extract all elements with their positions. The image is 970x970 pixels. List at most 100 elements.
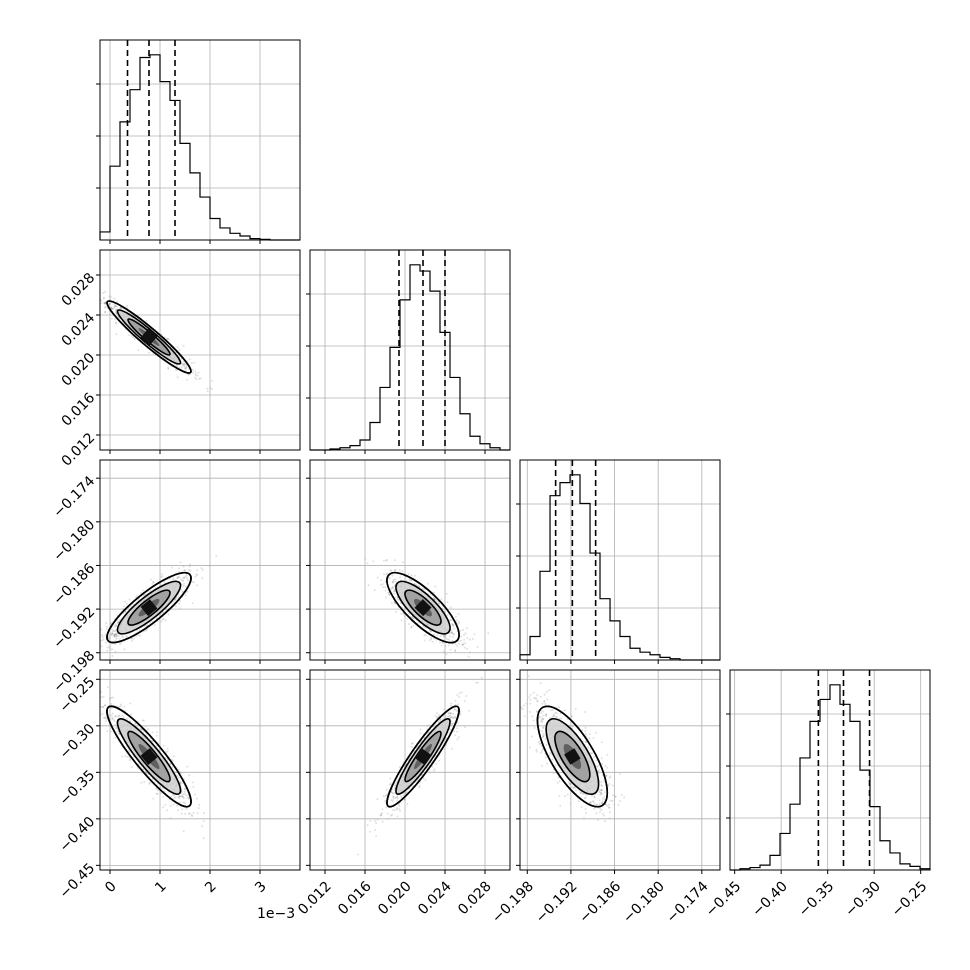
sample-point: [113, 625, 116, 628]
sample-point: [143, 593, 146, 596]
sample-point: [433, 633, 436, 636]
sample-point: [142, 594, 145, 597]
sample-point: [450, 631, 453, 634]
sample-point: [182, 345, 185, 347]
sample-point: [182, 577, 185, 579]
sample-point: [535, 697, 538, 700]
sample-point: [462, 628, 465, 631]
sample-point: [172, 577, 175, 579]
sample-point: [411, 784, 414, 787]
sample-point: [145, 624, 148, 627]
sample-point: [599, 807, 602, 810]
sample-point: [603, 791, 606, 794]
sample-point: [115, 633, 118, 636]
sample-point: [119, 307, 122, 310]
sample-point: [187, 813, 190, 815]
sample-point: [608, 776, 611, 779]
sample-point: [427, 731, 430, 734]
sample-point: [178, 795, 181, 798]
sample-point: [454, 649, 456, 652]
sample-point: [385, 806, 388, 809]
sample-point: [433, 637, 436, 640]
sample-point: [457, 703, 459, 706]
sample-point: [456, 709, 459, 711]
sample-point: [116, 305, 119, 308]
sample-point: [177, 795, 180, 798]
sample-point: [376, 798, 379, 801]
sample-point: [143, 781, 146, 783]
sample-point: [427, 582, 430, 585]
sample-point: [101, 634, 104, 637]
sample-point: [176, 376, 179, 379]
sample-point: [584, 741, 587, 744]
sample-point: [179, 599, 182, 602]
sample-point: [410, 742, 413, 745]
sample-point: [112, 307, 115, 309]
sample-point: [446, 614, 449, 617]
sample-point: [130, 335, 133, 337]
sample-point: [141, 719, 144, 722]
sample-point: [101, 713, 104, 715]
sample-point: [112, 629, 115, 632]
sample-point: [118, 714, 120, 717]
sample-point: [600, 781, 603, 784]
sample-point: [457, 613, 460, 616]
sample-point: [186, 579, 189, 582]
sample-point: [603, 798, 606, 801]
sample-point: [184, 369, 187, 372]
sample-point: [151, 582, 154, 585]
sample-point: [396, 815, 399, 818]
sample-point: [196, 574, 199, 577]
sample-point: [369, 830, 371, 833]
sample-point: [461, 644, 464, 647]
sample-point: [111, 648, 114, 651]
sample-point: [417, 584, 420, 587]
sample-point: [465, 627, 468, 630]
sample-point: [114, 736, 117, 739]
sample-point: [138, 634, 141, 637]
sample-point: [152, 797, 155, 800]
sample-point: [182, 584, 185, 587]
sample-point: [381, 583, 384, 586]
sample-point: [393, 601, 396, 604]
sample-point: [437, 720, 440, 723]
sample-point: [111, 630, 114, 633]
sample-point: [593, 795, 596, 798]
sample-point: [441, 641, 444, 644]
sample-point: [192, 811, 195, 814]
sample-point: [102, 706, 105, 709]
sample-point: [435, 600, 438, 603]
sample-point: [464, 642, 467, 645]
sample-point: [436, 716, 439, 719]
sample-point: [379, 814, 382, 817]
sample-point: [112, 717, 115, 720]
sample-point: [106, 730, 109, 733]
sample-point: [473, 633, 476, 635]
sample-point: [409, 579, 412, 582]
sample-point: [103, 290, 106, 293]
sample-point: [601, 763, 604, 765]
sample-point: [447, 638, 450, 641]
sample-point: [160, 620, 163, 623]
sample-point: [609, 799, 612, 802]
sample-point: [540, 720, 543, 723]
sample-point: [429, 630, 432, 633]
sample-point: [450, 704, 453, 707]
sample-point: [185, 378, 188, 381]
sample-point: [193, 361, 196, 364]
sample-point: [121, 635, 124, 638]
sample-point: [424, 634, 427, 637]
sample-point: [441, 718, 444, 721]
sample-point: [172, 803, 175, 806]
sample-point: [194, 575, 197, 578]
sample-point: [454, 650, 457, 653]
sample-point: [609, 775, 612, 778]
sample-point: [431, 765, 434, 768]
sample-point: [448, 632, 451, 635]
sample-point: [120, 641, 123, 644]
sample-point: [162, 618, 165, 621]
sample-point: [449, 728, 451, 731]
sample-point: [438, 713, 441, 716]
sample-point: [419, 728, 422, 731]
sample-point: [431, 640, 434, 643]
